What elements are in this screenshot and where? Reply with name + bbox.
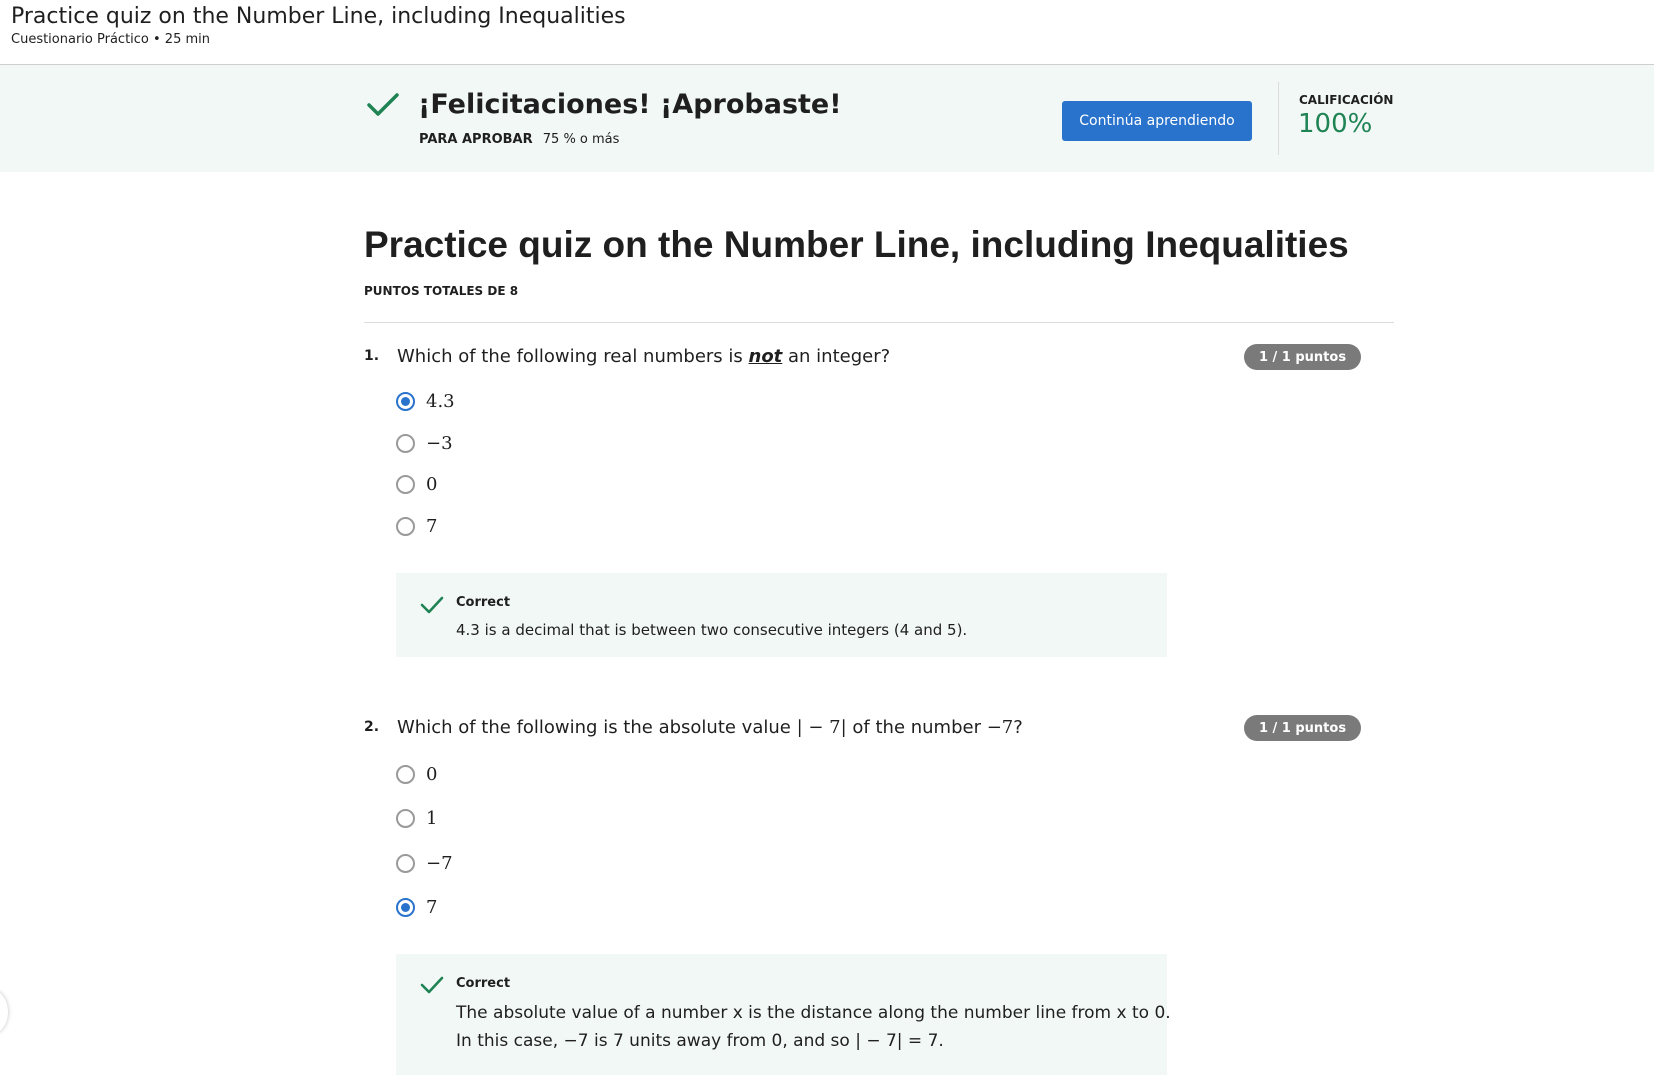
radio-icon[interactable] — [396, 764, 415, 784]
grade-value: 100% — [1298, 109, 1373, 139]
pass-banner: ¡Felicitaciones! ¡Aprobaste! PARA APROBA… — [0, 65, 1654, 172]
points-badge: 1 / 1 puntos — [1244, 344, 1361, 370]
option-label: 0 — [426, 763, 438, 785]
radio-icon[interactable] — [396, 474, 415, 494]
radio-icon[interactable] — [396, 433, 415, 453]
question-math: −7 — [986, 717, 1014, 738]
radio-selected-icon[interactable] — [396, 897, 415, 917]
option-label: −7 — [426, 852, 453, 874]
divider — [364, 322, 1394, 323]
pass-heading: ¡Felicitaciones! ¡Aprobaste! — [418, 89, 842, 120]
points-badge: 1 / 1 puntos — [1244, 715, 1361, 741]
checkmark-icon — [420, 596, 444, 614]
question-number: 2. — [364, 719, 380, 735]
header-title: Practice quiz on the Number Line, includ… — [11, 4, 626, 29]
header-subtitle: Cuestionario Práctico • 25 min — [11, 32, 210, 47]
checkmark-icon — [367, 93, 399, 116]
radio-icon[interactable] — [396, 516, 415, 536]
question-number: 1. — [364, 348, 380, 364]
total-points: PUNTOS TOTALES DE 8 — [364, 284, 519, 298]
pass-value: 75 % o más — [542, 132, 620, 147]
option-label: 0 — [426, 473, 438, 495]
option-radio[interactable]: −3 — [396, 431, 453, 455]
question-math: | − 7| — [796, 717, 847, 738]
top-header: Practice quiz on the Number Line, includ… — [0, 0, 1654, 65]
radio-icon[interactable] — [396, 808, 415, 828]
question-text-part: an integer? — [782, 346, 891, 367]
option-radio[interactable]: −7 — [396, 851, 453, 875]
checkmark-icon — [420, 976, 444, 994]
banner-divider — [1278, 82, 1279, 155]
feedback-text-line-2: In this case, −7 is 7 units away from 0,… — [456, 1031, 944, 1051]
option-label: −3 — [426, 432, 453, 454]
feedback-text: 4.3 is a decimal that is between two con… — [456, 621, 968, 639]
option-radio[interactable]: 4.3 — [396, 389, 455, 413]
radio-selected-icon[interactable] — [396, 391, 415, 411]
feedback-box: Correct 4.3 is a decimal that is between… — [396, 573, 1167, 657]
question-text-part: Which of the following is the absolute v… — [397, 717, 797, 738]
pass-label: PARA APROBAR — [419, 132, 533, 147]
option-label: 7 — [426, 515, 438, 537]
option-label: 1 — [426, 807, 438, 829]
option-radio[interactable]: 0 — [396, 472, 437, 496]
question-text-part: ? — [1013, 717, 1023, 738]
option-label: 4.3 — [426, 390, 455, 412]
question-text: Which of the following real numbers is n… — [397, 346, 890, 367]
option-radio[interactable]: 7 — [396, 514, 437, 538]
continue-learning-button[interactable]: Continúa aprendiendo — [1062, 101, 1252, 141]
question-text-part: of the number — [846, 717, 987, 738]
grade-label: CALIFICACIÓN — [1299, 93, 1394, 107]
pass-requirement: PARA APROBAR 75 % o más — [419, 132, 619, 147]
feedback-box: Correct The absolute value of a number x… — [396, 954, 1171, 1075]
question-text: Which of the following is the absolute v… — [397, 717, 1023, 738]
option-radio[interactable]: 0 — [396, 762, 437, 786]
feedback-label: Correct — [456, 595, 511, 610]
question-text-part: Which of the following real numbers is — [397, 346, 749, 367]
question-emphasis: not — [748, 346, 783, 367]
option-label: 7 — [426, 896, 438, 918]
option-radio[interactable]: 1 — [396, 806, 437, 830]
option-radio[interactable]: 7 — [396, 895, 437, 919]
radio-icon[interactable] — [396, 853, 415, 873]
feedback-label: Correct — [456, 976, 511, 991]
feedback-text-line-1: The absolute value of a number x is the … — [456, 1003, 1171, 1023]
side-scroll-handle[interactable] — [0, 990, 8, 1034]
quiz-title: Practice quiz on the Number Line, includ… — [364, 224, 1349, 265]
